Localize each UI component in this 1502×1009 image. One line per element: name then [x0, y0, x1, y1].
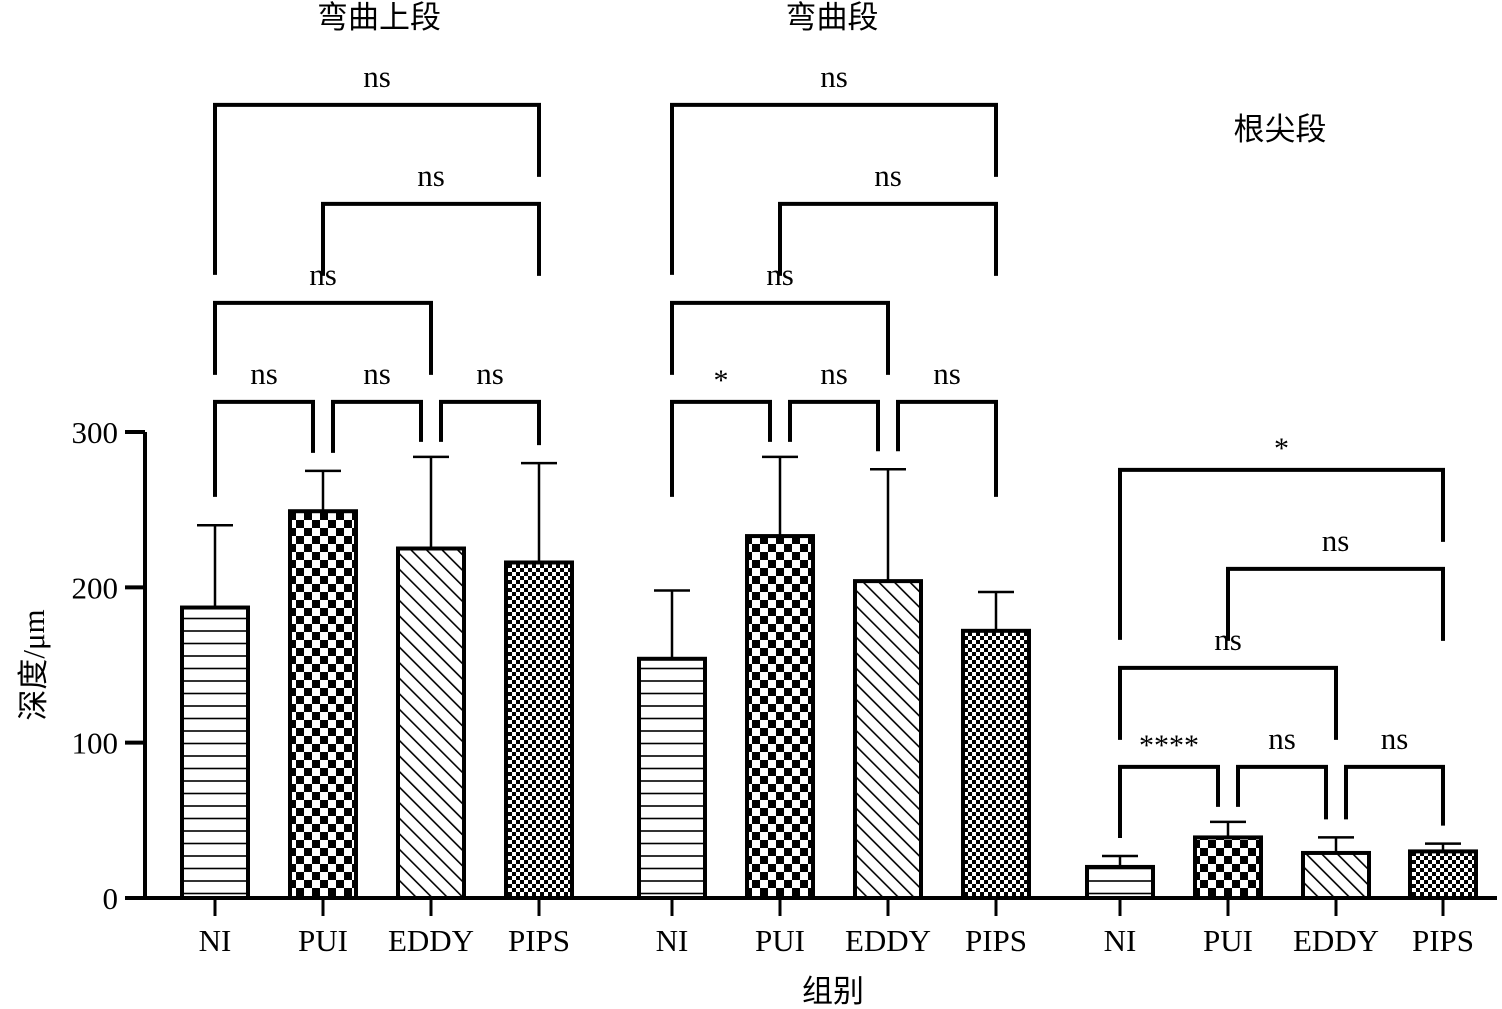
- group-title: 弯曲上段: [317, 0, 441, 35]
- bar: [1085, 864, 1155, 901]
- bar: [853, 579, 923, 900]
- significance-label: ns: [1322, 523, 1350, 558]
- bar-group: 弯曲段 NI PUI EDDY PIPS ns ns ns * ns ns: [637, 0, 1031, 958]
- significance-bracket: [1118, 467, 1445, 640]
- x-tick-label: EDDY: [388, 923, 474, 958]
- bar-group: 根尖段 NI PUI EDDY PIPS * ns ns **** ns ns: [1085, 112, 1478, 958]
- significance-label: ns: [1381, 721, 1409, 756]
- significance-label: ns: [766, 257, 794, 292]
- significance-bracket: [670, 102, 998, 275]
- significance-label: ns: [363, 356, 391, 391]
- bar: [1301, 850, 1371, 900]
- significance-label: ns: [874, 158, 902, 193]
- bar: [504, 560, 574, 900]
- y-tick-label: 100: [72, 726, 119, 761]
- significance-bracket: [213, 399, 315, 497]
- significance-label: ns: [1268, 721, 1296, 756]
- bar-groups: 弯曲上段 NI PUI EDDY PIPS ns ns ns ns ns ns 弯曲段 NI PUI EDD…: [180, 0, 1478, 958]
- significance-bracket: [213, 300, 433, 375]
- bar: [961, 628, 1031, 900]
- group-title: 弯曲段: [786, 0, 879, 35]
- x-tick-label: NI: [656, 923, 689, 958]
- significance-bracket: [331, 399, 423, 453]
- y-tick-label: 200: [72, 570, 119, 605]
- significance-bracket: [1344, 764, 1445, 826]
- x-tick-label: EDDY: [1293, 923, 1379, 958]
- significance-bracket: [213, 102, 541, 275]
- bar: [288, 509, 358, 900]
- significance-bracket: [321, 201, 541, 276]
- significance-label: ns: [250, 356, 278, 391]
- x-tick-label: PIPS: [508, 923, 570, 958]
- significance-label: ****: [1139, 729, 1199, 762]
- significance-bracket: [788, 399, 880, 452]
- significance-bracket: [778, 201, 998, 276]
- bar: [1408, 849, 1478, 901]
- significance-label: ns: [820, 59, 848, 94]
- significance-label: ns: [1214, 622, 1242, 657]
- significance-label: ns: [820, 356, 848, 391]
- significance-label: ns: [933, 356, 961, 391]
- y-tick-label: 0: [103, 881, 119, 916]
- significance-bracket: [670, 300, 890, 375]
- x-tick-label: PUI: [1203, 923, 1253, 958]
- x-tick-label: PIPS: [965, 923, 1027, 958]
- y-tick-label: 300: [72, 415, 119, 450]
- significance-label: ns: [417, 158, 445, 193]
- x-tick-label: EDDY: [845, 923, 931, 958]
- significance-bracket: [1236, 764, 1328, 820]
- x-tick-label: PUI: [755, 923, 805, 958]
- significance-bracket: [1118, 764, 1220, 839]
- x-axis-label: 组别: [802, 974, 864, 1009]
- significance-bracket: [1118, 665, 1338, 740]
- significance-bracket: [1226, 566, 1445, 641]
- bar: [180, 605, 250, 900]
- group-title: 根尖段: [1234, 112, 1327, 147]
- x-tick-label: NI: [1104, 923, 1137, 958]
- x-tick-label: PUI: [298, 923, 348, 958]
- x-tick-label: PIPS: [1412, 923, 1474, 958]
- significance-label: ns: [309, 257, 337, 292]
- bar: [396, 546, 466, 900]
- bar: [745, 534, 815, 900]
- y-axis-label: 深度/μm: [16, 609, 51, 720]
- x-tick-label: NI: [199, 923, 232, 958]
- significance-bracket: [896, 399, 998, 497]
- significance-label: ns: [476, 356, 504, 391]
- significance-label: *: [1274, 432, 1289, 465]
- significance-label: ns: [363, 59, 391, 94]
- significance-bracket: [439, 399, 541, 446]
- significance-bracket: [670, 399, 772, 497]
- significance-label: *: [714, 364, 729, 397]
- bar-group: 弯曲上段 NI PUI EDDY PIPS ns ns ns ns ns ns: [180, 0, 574, 958]
- bar: [637, 656, 707, 901]
- bar: [1193, 835, 1263, 900]
- y-ticks: 0 100 200 300: [72, 415, 145, 916]
